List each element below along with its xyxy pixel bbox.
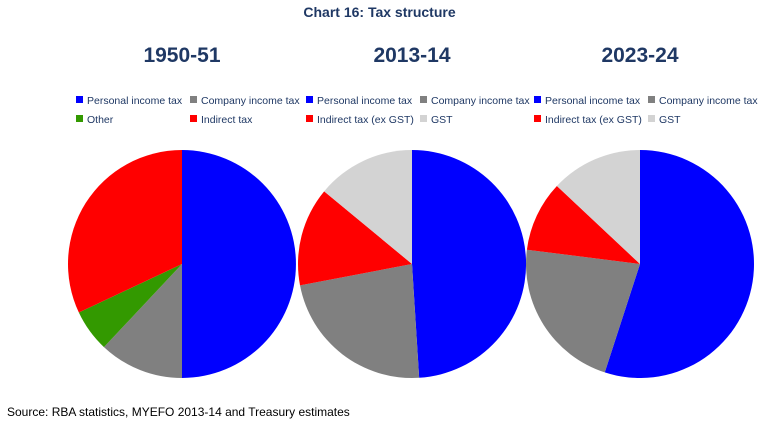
legend-swatch	[534, 115, 541, 122]
pie-slice-gst	[324, 150, 412, 264]
pie-chart	[67, 150, 296, 378]
legend-swatch	[190, 115, 197, 122]
legend-item: Company income tax	[648, 94, 758, 108]
legend-item: GST	[420, 113, 453, 127]
pie-panel-1950-51: 1950-51 Personal income tax Company inco…	[62, 40, 302, 385]
legend-label: Other	[87, 114, 114, 126]
source-note: Source: RBA statistics, MYEFO 2013-14 an…	[7, 405, 350, 419]
legend-label: Company income tax	[201, 95, 300, 107]
legend-item: Other	[76, 113, 113, 127]
legend-label: Company income tax	[431, 95, 530, 107]
legend-label: Indirect tax (ex GST)	[545, 114, 642, 126]
panel-title: 1950-51	[143, 44, 221, 67]
legend-item: Indirect tax	[190, 113, 252, 127]
legend-item: Personal income tax	[76, 94, 182, 108]
legend-label: GST	[659, 114, 681, 126]
pie-slice-company-income-tax	[300, 264, 420, 379]
pie-panel-2023-24: 2023-24 Personal income tax Company inco…	[520, 40, 759, 385]
pie-slice-gst	[556, 150, 640, 264]
pie-slice-indirect-tax-ex-gst	[298, 191, 412, 286]
pie-slice-personal-income-tax	[412, 149, 527, 378]
pie-slice-other	[78, 264, 182, 348]
legend-item: GST	[648, 113, 681, 127]
legend-swatch	[306, 115, 313, 122]
legend-label: Indirect tax	[201, 114, 253, 126]
legend-label: Personal income tax	[317, 95, 413, 107]
pie-slice-indirect-tax-ex-gst	[526, 185, 640, 264]
pie-slice-indirect-tax	[67, 150, 182, 313]
chart-title: Chart 16: Tax structure	[303, 4, 456, 20]
legend-label: Personal income tax	[87, 95, 183, 107]
pie-chart	[526, 150, 754, 378]
pie-slice-company-income-tax	[526, 249, 640, 373]
legend-item: Company income tax	[420, 94, 530, 108]
panel-title: 2013-14	[373, 44, 451, 67]
legend: Personal income tax Company income tax I…	[292, 94, 532, 134]
pie-slice-personal-income-tax	[182, 150, 296, 378]
legend-swatch	[648, 115, 655, 122]
legend-item: Indirect tax (ex GST)	[306, 113, 414, 127]
legend-swatch	[648, 96, 655, 103]
legend-label: Personal income tax	[545, 95, 641, 107]
legend-label: Indirect tax (ex GST)	[317, 114, 414, 126]
pie-slice-personal-income-tax	[604, 150, 754, 378]
legend-swatch	[420, 96, 427, 103]
legend: Personal income tax Company income tax O…	[62, 94, 302, 134]
legend-swatch	[76, 115, 83, 122]
pie-slice-company-income-tax	[103, 264, 182, 378]
legend-item: Company income tax	[190, 94, 300, 108]
legend-swatch	[420, 115, 427, 122]
panel-title: 2023-24	[601, 44, 679, 67]
legend-swatch	[190, 96, 197, 103]
legend-item: Indirect tax (ex GST)	[534, 113, 642, 127]
legend-item: Personal income tax	[306, 94, 412, 108]
pie-chart	[298, 149, 527, 379]
legend-label: Company income tax	[659, 95, 758, 107]
legend-label: GST	[431, 114, 453, 126]
legend-swatch	[76, 96, 83, 103]
pie-panel-2013-14: 2013-14 Personal income tax Company inco…	[292, 40, 532, 385]
legend: Personal income tax Company income tax I…	[520, 94, 759, 134]
legend-item: Personal income tax	[534, 94, 640, 108]
legend-swatch	[534, 96, 541, 103]
legend-swatch	[306, 96, 313, 103]
